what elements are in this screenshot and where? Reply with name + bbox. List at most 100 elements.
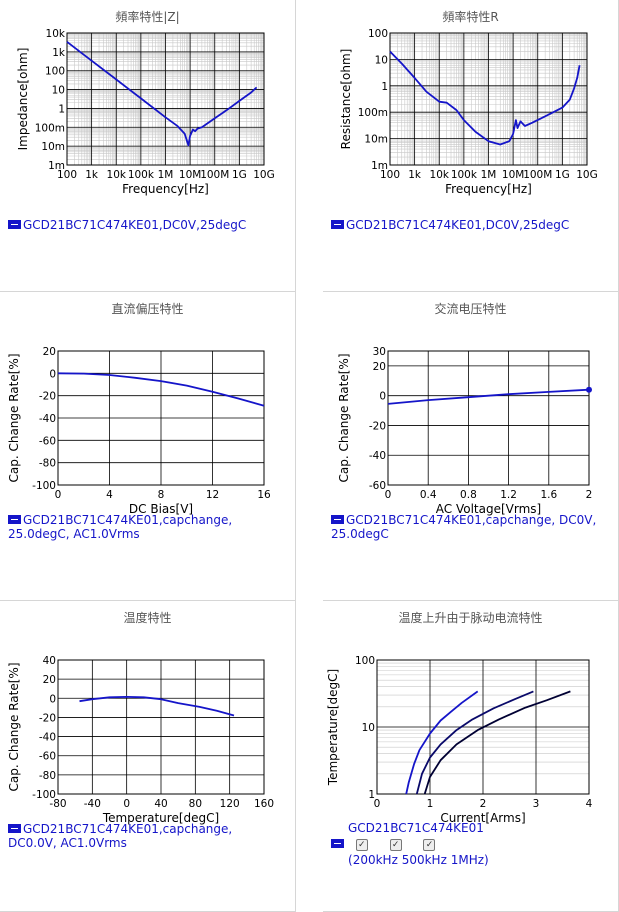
x-tick-label: 1.2 <box>500 489 517 501</box>
y-tick-label: 10m <box>41 141 65 153</box>
legend-toggle-icon[interactable] <box>331 515 344 524</box>
legend-toggle-icon[interactable] <box>8 824 21 833</box>
y-tick-label: 10 <box>375 54 388 66</box>
check-label-200khz: 200kHz <box>352 853 398 867</box>
x-tick-label: 100M <box>200 169 229 181</box>
y-tick-label: 10m <box>364 134 388 146</box>
y-axis-label: Cap. Change Rate[%] <box>337 353 351 482</box>
x-tick-label: 10G <box>576 169 598 181</box>
y-tick-label: -60 <box>39 435 56 447</box>
x-axis-label: Frequency[Hz] <box>122 182 209 196</box>
resistance-panel: 頻率特性R 100 1k 10k 100k 1M 10M 100M 1G 10G 1m 10m 100… <box>323 0 619 292</box>
y-axis-label: Temperature[degC] <box>326 669 340 786</box>
x-tick-label: 1M <box>481 169 497 181</box>
legend-label: GCD21BC71C474KE01,capchange, DC0V, 25.0d… <box>331 513 597 541</box>
x-tick-label: 1 <box>427 798 434 810</box>
x-axis-label: AC Voltage[Vrms] <box>436 502 541 516</box>
acvoltage-chart: 0 0.4 0.8 1.2 1.6 2 30 20 0 -20 -40 -60 AC Voltage[V… <box>337 346 592 516</box>
y-tick-label: 0 <box>379 391 386 403</box>
series-line-500kHz <box>415 690 534 795</box>
x-tick-label: 4 <box>106 489 113 501</box>
x-tick-label: 100k <box>451 169 478 181</box>
series-line-1 <box>389 50 581 146</box>
x-tick-label: 10M <box>179 169 201 181</box>
y-tick-label: 10k <box>46 28 66 40</box>
chart-legend[interactable]: GCD21BC71C474KE01,capchange, DC0.0V, AC1… <box>8 822 268 850</box>
x-tick-label: -40 <box>84 798 101 810</box>
y-axis-label: Cap. Change Rate[%] <box>7 662 21 791</box>
series-line-1 <box>57 372 265 407</box>
x-axis-label: Temperature[degC] <box>102 811 219 825</box>
x-tick-label: 10k <box>430 169 450 181</box>
y-tick-label: 40 <box>43 655 56 667</box>
series-line-1 <box>66 41 258 147</box>
y-tick-label: 1k <box>52 47 66 59</box>
y-tick-label: -20 <box>39 391 56 403</box>
x-tick-label: 16 <box>257 489 271 501</box>
legend-toggle-icon[interactable] <box>8 515 21 524</box>
chart-legend[interactable]: GCD21BC71C474KE01,capchange, 25.0degC, A… <box>8 513 268 541</box>
legend-toggle-icon[interactable] <box>331 220 344 229</box>
chart-title: 頻率特性|Z| <box>115 10 180 24</box>
chart-title: 温度上升由于脉动电流特性 <box>398 611 543 625</box>
y-tick-label: -80 <box>39 770 56 782</box>
y-axis-label: Resistance[ohm] <box>339 49 353 150</box>
chart-legend[interactable]: GCD21BC71C474KE01,capchange, DC0V, 25.0d… <box>331 513 601 541</box>
x-tick-label: 40 <box>154 798 167 810</box>
legend-toggle-icon[interactable] <box>8 220 21 229</box>
y-tick-label: -60 <box>369 480 386 492</box>
plot-frame <box>57 350 265 486</box>
checkbox-200khz[interactable]: ✓ <box>355 838 368 851</box>
y-tick-label: 0 <box>49 368 56 380</box>
y-tick-label: -20 <box>39 712 56 724</box>
y-tick-label: 100 <box>45 66 65 78</box>
x-tick-label: 100 <box>57 169 77 181</box>
x-tick-label: 0.4 <box>420 489 437 501</box>
x-tick-label: 100 <box>380 169 400 181</box>
y-tick-label: -80 <box>39 458 56 470</box>
plot-frame <box>389 32 588 166</box>
y-tick-label: -100 <box>32 789 56 801</box>
x-axis-label: Frequency[Hz] <box>445 182 532 196</box>
chart-title: 頻率特性R <box>442 10 499 24</box>
x-tick-label: 100k <box>128 169 155 181</box>
x-tick-label: 1G <box>555 169 570 181</box>
chart-legend[interactable]: GCD21BC71C474KE01,DC0V,25degC <box>331 218 569 232</box>
legend-label: GCD21BC71C474KE01,capchange, 25.0degC, A… <box>8 513 233 541</box>
series-line-1 <box>79 696 235 717</box>
legend-toggle-icon[interactable] <box>331 839 344 848</box>
chart-legend[interactable]: ✓ ✓ ✓ <box>331 837 447 851</box>
y-tick-label: 100m <box>35 122 65 134</box>
check-labels: (200kHz 500kHz 1MHz) <box>348 853 489 867</box>
check-label-1mhz: 1MHz <box>450 853 485 867</box>
y-tick-label: 100 <box>355 655 375 667</box>
x-tick-label: 120 <box>220 798 240 810</box>
checkbox-500khz[interactable]: ✓ <box>389 838 402 851</box>
x-tick-label: 80 <box>189 798 202 810</box>
y-tick-label: 20 <box>43 674 56 686</box>
checkbox-1mhz[interactable]: ✓ <box>423 838 436 851</box>
chart-legend[interactable]: GCD21BC71C474KE01,DC0V,25degC <box>8 218 246 232</box>
x-tick-label: 10G <box>253 169 275 181</box>
x-tick-label: 8 <box>158 489 165 501</box>
y-tick-label: 20 <box>43 346 56 358</box>
x-tick-label: 1.6 <box>540 489 557 501</box>
temperature-panel: 温度特性 -80 -40 0 40 80 120 160 40 20 0 -20 -40 -60 -80-… <box>0 601 296 912</box>
y-tick-label: 30 <box>373 346 386 358</box>
x-tick-label: -80 <box>49 798 66 810</box>
y-tick-label: -40 <box>369 450 386 462</box>
x-tick-label: 3 <box>533 798 540 810</box>
y-tick-label: 100 <box>368 28 388 40</box>
y-tick-label: 0 <box>49 693 56 705</box>
chart-title: 温度特性 <box>123 611 172 625</box>
x-tick-label: 10M <box>502 169 524 181</box>
x-tick-label: 1k <box>408 169 422 181</box>
y-tick-label: -20 <box>369 420 386 432</box>
plot-frame <box>57 659 265 795</box>
series-line-200kHz <box>405 690 479 795</box>
series-line-1MHz <box>423 690 571 795</box>
impedance-panel: 頻率特性|Z| 100 1k 10k 100k 1M 10M 100M 1G 10G 1m 10m 1… <box>0 0 296 292</box>
x-tick-label: 0 <box>374 798 381 810</box>
